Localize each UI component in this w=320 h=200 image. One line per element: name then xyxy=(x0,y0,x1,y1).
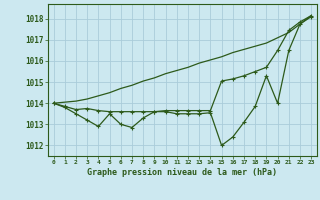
X-axis label: Graphe pression niveau de la mer (hPa): Graphe pression niveau de la mer (hPa) xyxy=(87,168,277,177)
